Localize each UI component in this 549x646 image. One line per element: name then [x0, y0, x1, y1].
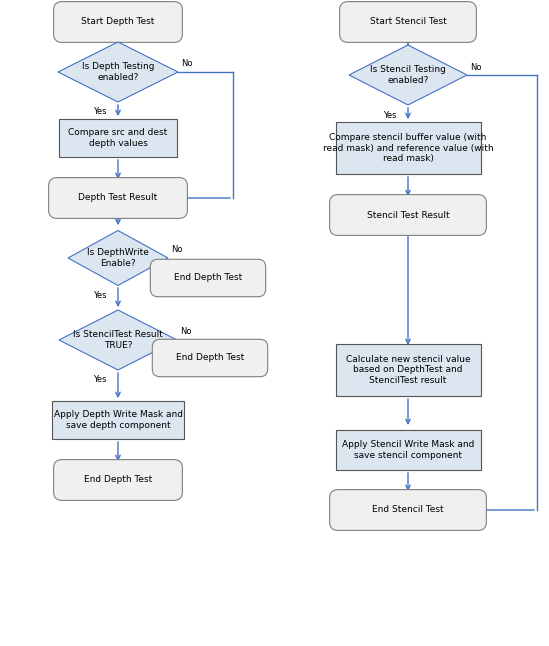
- Bar: [335, 430, 480, 470]
- Text: Compare stencil buffer value (with
read mask) and reference value (with
read mas: Compare stencil buffer value (with read …: [323, 133, 494, 163]
- Text: Is Stencil Testing
enabled?: Is Stencil Testing enabled?: [370, 65, 446, 85]
- FancyBboxPatch shape: [329, 194, 486, 235]
- Polygon shape: [59, 310, 177, 370]
- FancyBboxPatch shape: [49, 178, 187, 218]
- Bar: [52, 401, 184, 439]
- Text: Start Stencil Test: Start Stencil Test: [369, 17, 446, 26]
- Text: Is Depth Testing
enabled?: Is Depth Testing enabled?: [82, 62, 154, 81]
- Bar: [335, 344, 480, 396]
- FancyBboxPatch shape: [150, 259, 266, 297]
- Text: Stencil Test Result: Stencil Test Result: [367, 211, 449, 220]
- FancyBboxPatch shape: [329, 490, 486, 530]
- FancyBboxPatch shape: [152, 339, 268, 377]
- Text: Calculate new stencil value
based on DepthTest and
StencilTest result: Calculate new stencil value based on Dep…: [346, 355, 470, 385]
- Bar: [335, 122, 480, 174]
- Bar: [59, 119, 177, 157]
- FancyBboxPatch shape: [54, 1, 182, 43]
- Text: No: No: [470, 63, 481, 72]
- Text: End Depth Test: End Depth Test: [84, 475, 152, 484]
- FancyBboxPatch shape: [54, 459, 182, 501]
- Text: Apply Stencil Write Mask and
save stencil component: Apply Stencil Write Mask and save stenci…: [342, 441, 474, 460]
- Text: End Stencil Test: End Stencil Test: [372, 506, 444, 514]
- Text: Is StencilTest Result
TRUE?: Is StencilTest Result TRUE?: [73, 330, 163, 349]
- Text: No: No: [180, 328, 192, 337]
- Polygon shape: [349, 45, 467, 105]
- Text: Yes: Yes: [93, 107, 107, 116]
- Text: Apply Depth Write Mask and
save depth component: Apply Depth Write Mask and save depth co…: [53, 410, 182, 430]
- Text: No: No: [181, 59, 193, 68]
- Text: Start Depth Test: Start Depth Test: [81, 17, 155, 26]
- Text: Yes: Yes: [93, 375, 107, 384]
- Text: Is DepthWrite
Enable?: Is DepthWrite Enable?: [87, 248, 149, 267]
- FancyBboxPatch shape: [340, 1, 477, 43]
- Text: End Depth Test: End Depth Test: [174, 273, 242, 282]
- Text: Compare src and dest
depth values: Compare src and dest depth values: [69, 129, 167, 148]
- Polygon shape: [58, 42, 178, 102]
- Text: Yes: Yes: [383, 110, 396, 120]
- Text: Yes: Yes: [93, 291, 107, 300]
- Polygon shape: [68, 231, 168, 286]
- Text: No: No: [171, 245, 182, 255]
- Text: Depth Test Result: Depth Test Result: [79, 194, 158, 202]
- Text: End Depth Test: End Depth Test: [176, 353, 244, 362]
